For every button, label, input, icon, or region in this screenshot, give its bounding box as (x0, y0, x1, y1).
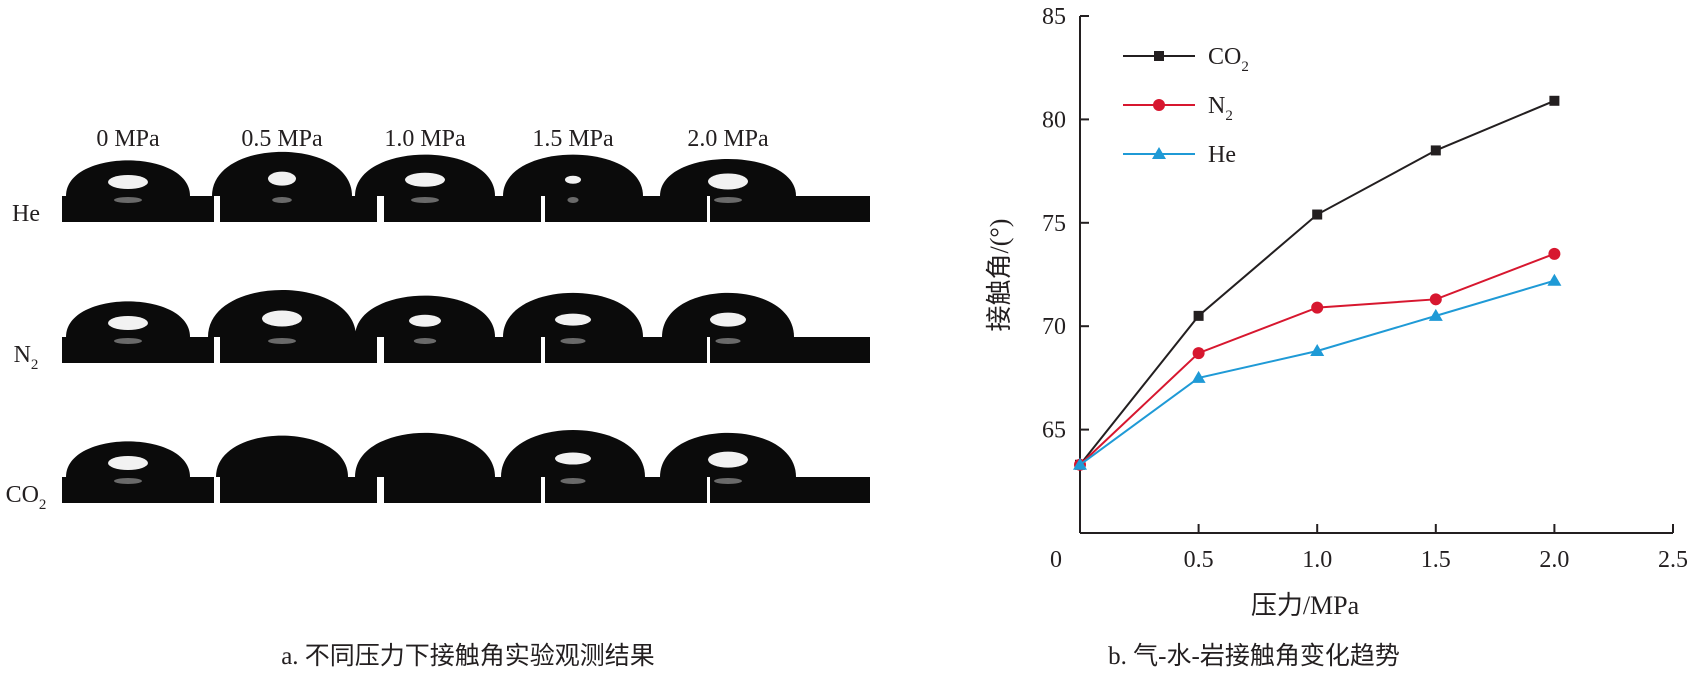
data-point (1547, 273, 1562, 286)
legend-label: N2 (1208, 93, 1233, 124)
series-co2 (1075, 95, 1560, 470)
x-tick-label: 0 (1050, 547, 1062, 573)
x-tick-label: 2.5 (1658, 547, 1688, 573)
series-he (1073, 273, 1562, 470)
legend-label: CO2 (1208, 44, 1249, 75)
x-tick-label: 1.5 (1421, 547, 1451, 573)
y-axis-ticks: 65 70 75 80 85 (1042, 4, 1089, 444)
chart-series (1073, 95, 1562, 471)
x-axis-title: 压力/MPa (1251, 591, 1360, 620)
x-tick-label: 2.0 (1539, 547, 1569, 573)
droplet-image (355, 154, 541, 222)
droplet-image (662, 292, 870, 363)
legend-item: He (1123, 142, 1236, 168)
data-point (1073, 457, 1087, 470)
droplet-image (62, 441, 214, 503)
data-point (1549, 95, 1560, 106)
pressure-column-headers: 0 MPa 0.5 MPa 1.0 MPa 1.5 MPa 2.0 MPa (96, 126, 769, 152)
y-tick-label: 85 (1042, 4, 1066, 30)
data-point (1312, 209, 1323, 220)
gas-row-header: CO2 (6, 482, 47, 513)
y-axis-title: 接触角/(°) (985, 219, 1014, 332)
legend-marker (1152, 147, 1166, 159)
series-n2 (1074, 247, 1561, 471)
droplet-image (62, 301, 214, 363)
series-line (1079, 99, 1555, 466)
pressure-column-header: 0.5 MPa (241, 126, 323, 152)
gas-row-header: He (12, 201, 40, 227)
pressure-column-header: 2.0 MPa (687, 126, 769, 152)
legend-marker (1153, 99, 1165, 111)
contact-angle-images-panel: 0 MPa 0.5 MPa 1.0 MPa 1.5 MPa 2.0 MPa He N2 CO… (6, 126, 870, 670)
data-point (1429, 293, 1442, 306)
panel-a-caption: a. 不同压力下接触角实验观测结果 (281, 642, 655, 670)
droplet-image (503, 292, 707, 363)
legend-label: He (1208, 142, 1236, 168)
droplet-image-grid (62, 151, 870, 503)
droplet-image (355, 295, 541, 363)
y-tick-label: 70 (1042, 314, 1066, 340)
contact-angle-line-chart: 65 70 75 80 85 0 0.5 1.0 1.5 2.0 2.5 接触角/(°) 压力/M… (985, 4, 1688, 670)
panel-b-caption: b. 气-水-岩接触角变化趋势 (1108, 642, 1400, 670)
data-point (1428, 308, 1443, 321)
droplet-image (212, 151, 377, 222)
droplet-image (355, 432, 541, 503)
x-tick-label: 1.0 (1302, 547, 1332, 573)
legend-item: CO2 (1123, 44, 1249, 75)
y-tick-label: 75 (1042, 211, 1066, 237)
y-tick-label: 65 (1042, 418, 1066, 444)
legend-item: N2 (1123, 93, 1233, 124)
data-point (1191, 370, 1206, 383)
legend-marker (1154, 51, 1164, 61)
data-point (1548, 247, 1561, 260)
droplet-image (503, 154, 707, 222)
droplet-image (216, 435, 377, 503)
droplet-image (62, 160, 214, 222)
x-tick-label: 0.5 (1184, 547, 1214, 573)
data-point (1311, 301, 1324, 314)
chart-legend: CO2 N2 He (1123, 44, 1249, 168)
data-point (1192, 347, 1205, 360)
data-point (1430, 145, 1441, 156)
droplet-image (660, 432, 870, 503)
series-line (1079, 252, 1555, 466)
x-axis-ticks: 0 0.5 1.0 1.5 2.0 2.5 (1050, 524, 1688, 573)
pressure-column-header: 0 MPa (96, 126, 160, 152)
pressure-column-header: 1.5 MPa (532, 126, 614, 152)
gas-row-headers: He N2 CO2 (6, 201, 47, 513)
data-point (1193, 310, 1204, 321)
droplet-image (208, 289, 377, 363)
droplet-image (501, 429, 707, 503)
data-point (1310, 344, 1325, 357)
gas-row-header: N2 (14, 342, 39, 373)
y-tick-label: 80 (1042, 107, 1066, 133)
droplet-image (660, 158, 870, 222)
pressure-column-header: 1.0 MPa (384, 126, 466, 152)
